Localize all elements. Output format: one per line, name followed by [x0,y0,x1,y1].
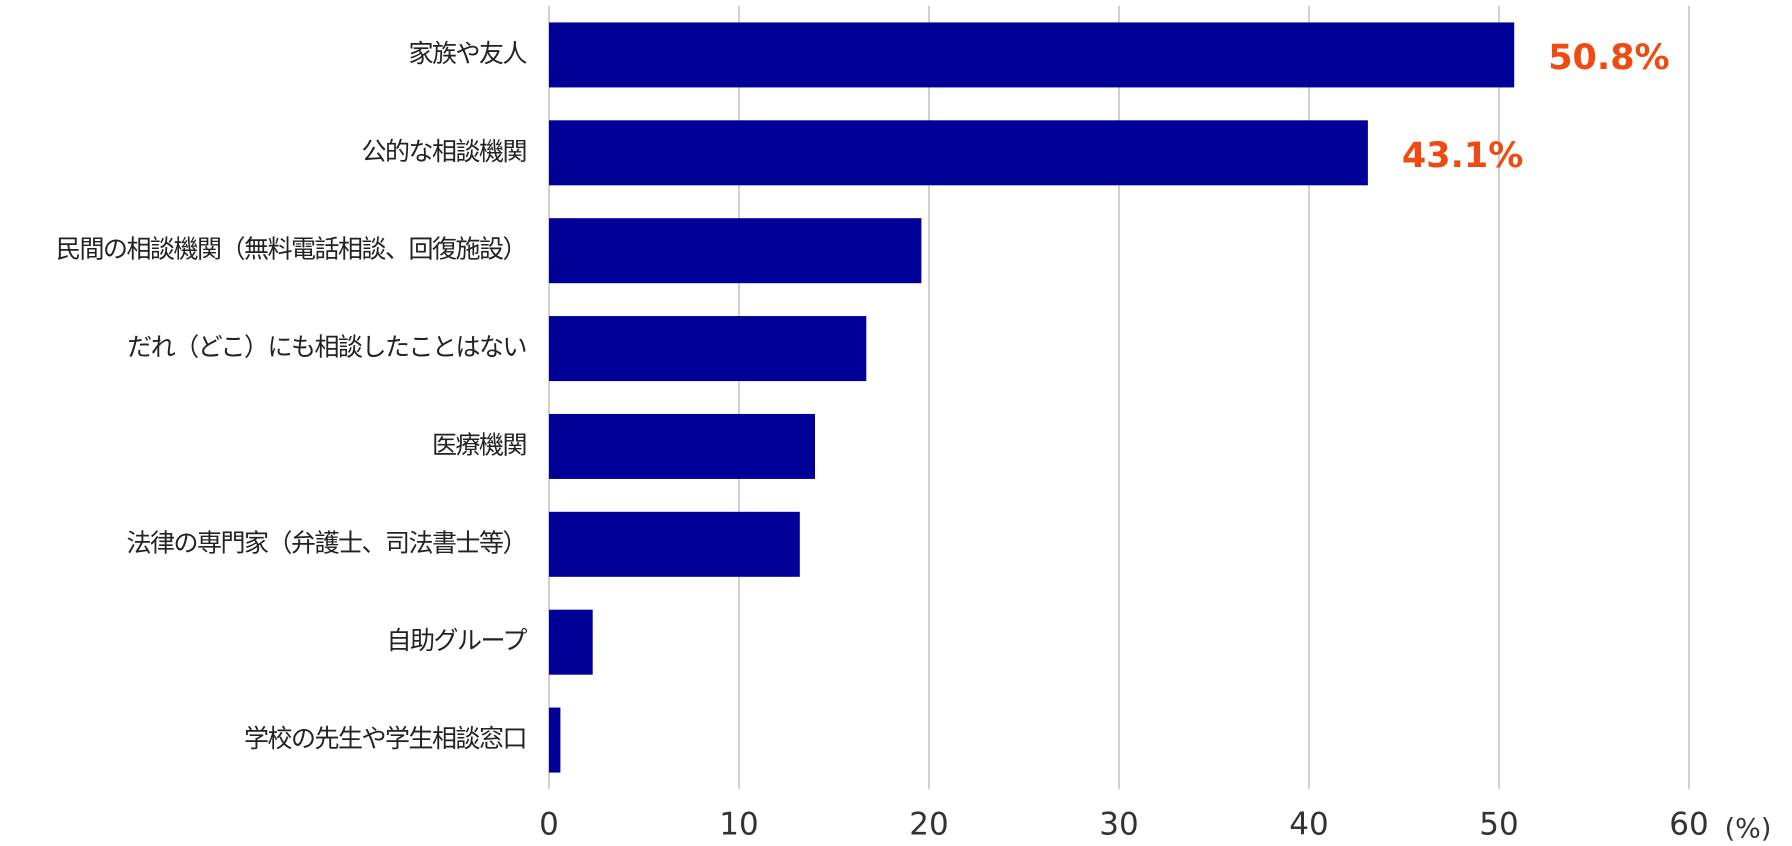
x-tick-label: 20 [909,807,948,843]
bar [549,413,815,479]
y-tick-label: 公的な相談機関 [361,137,526,166]
y-tick-label: 民間の相談機関（無料電話相談、回復施設） [56,235,526,264]
y-tick-label: だれ（どこ）にも相談したことはない [127,333,526,362]
bar [549,511,800,577]
bar [549,707,561,773]
y-tick-label: 医療機関 [432,430,526,459]
data-label: 43.1% [1402,136,1523,176]
y-tick-label: 法律の専門家（弁護士、司法書士等） [126,528,526,557]
x-tick-label: 10 [719,807,758,843]
bar [549,218,922,284]
x-tick-label: 0 [539,807,559,843]
x-tick-label: 40 [1289,807,1328,843]
bar [549,609,593,675]
x-tick-label: 30 [1099,807,1138,843]
y-tick-label: 家族や友人 [408,39,527,68]
bar [549,316,867,382]
x-axis-unit: (%) [1725,814,1772,845]
x-tick-label: 50 [1479,807,1518,843]
bar [549,120,1368,186]
y-tick-label: 学校の先生や学生相談窓口 [244,724,526,753]
x-tick-label: 60 [1669,807,1708,843]
data-label: 50.8% [1548,38,1669,78]
y-tick-label: 自助グループ [386,626,527,655]
bar [549,22,1515,88]
